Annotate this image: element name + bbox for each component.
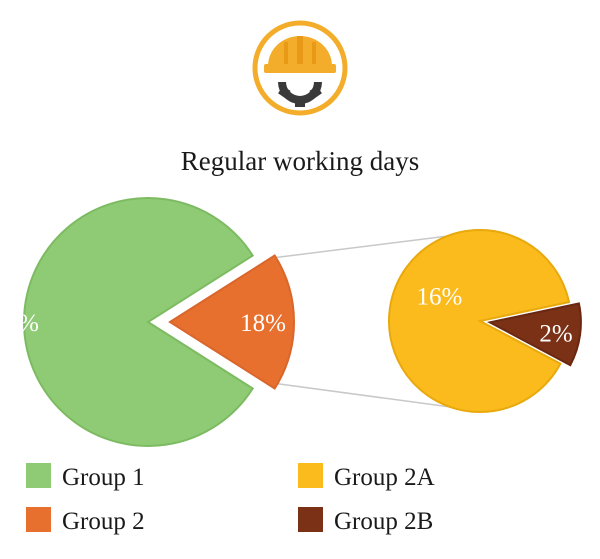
connector-line-bottom	[271, 382, 481, 412]
legend-label-group-2: Group 2	[62, 508, 145, 535]
pie-slice-group-2a	[388, 229, 571, 413]
legend-label-group-2b: Group 2B	[334, 508, 433, 535]
legend-swatch-group-2b	[298, 507, 323, 532]
chart-title: Regular working days	[181, 146, 419, 176]
legend-swatch-group-2a	[298, 463, 323, 488]
legend: Group 1 Group 2A Group 2 Group 2B	[26, 463, 435, 535]
legend-swatch-group-1	[26, 463, 51, 488]
legend-swatch-group-2	[26, 507, 51, 532]
pie-slice-group-2b	[487, 302, 582, 367]
data-label-group-1: 82%	[0, 310, 39, 337]
data-label-group-2: 18%	[240, 310, 286, 337]
data-label-group-2a: 16%	[417, 283, 463, 310]
legend-label-group-1: Group 1	[62, 464, 145, 491]
legend-label-group-2a: Group 2A	[334, 464, 435, 491]
pie-slice-group-1	[23, 197, 255, 447]
pie-slice-group-2	[168, 254, 296, 390]
data-label-group-2b: 2%	[539, 321, 572, 348]
engineer-helmet-gear-icon	[252, 20, 348, 116]
